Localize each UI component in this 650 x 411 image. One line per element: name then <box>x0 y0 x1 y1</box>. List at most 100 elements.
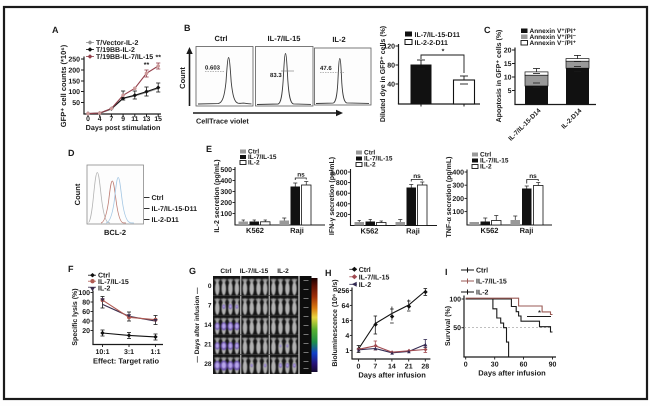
svg-text:10:1: 10:1 <box>95 349 109 356</box>
svg-text:90: 90 <box>549 362 557 369</box>
svg-text:Ctrl: Ctrl <box>359 266 371 274</box>
svg-text:Ctrl: Ctrl <box>152 194 164 202</box>
svg-text:E: E <box>206 144 212 154</box>
svg-text:120: 120 <box>383 44 395 51</box>
svg-text:Annexin V⁻/PI⁺: Annexin V⁻/PI⁺ <box>530 40 577 47</box>
svg-text:28: 28 <box>204 361 212 368</box>
svg-text:11: 11 <box>131 116 138 123</box>
svg-text:47.6: 47.6 <box>320 65 332 72</box>
svg-text:IL-2: IL-2 <box>277 268 289 275</box>
svg-text:K562: K562 <box>481 226 499 235</box>
svg-text:100: 100 <box>452 209 464 216</box>
svg-text:IL-7/IL-15: IL-7/IL-15 <box>364 156 393 163</box>
svg-text:30: 30 <box>491 362 499 369</box>
svg-text:60: 60 <box>520 362 528 369</box>
svg-text:G: G <box>189 266 196 276</box>
svg-text:Survival (%): Survival (%) <box>444 306 452 346</box>
svg-text:40: 40 <box>82 319 90 326</box>
svg-text:**: ** <box>144 62 150 69</box>
svg-text:**: ** <box>155 55 161 62</box>
svg-text:IL-2: IL-2 <box>359 282 372 289</box>
svg-text:15: 15 <box>154 116 162 123</box>
svg-text:7: 7 <box>373 364 377 371</box>
svg-text:Ctrl: Ctrl <box>480 152 491 159</box>
svg-text:IL-7/IL-15: IL-7/IL-15 <box>248 154 277 161</box>
svg-text:21: 21 <box>405 364 413 371</box>
svg-text:400: 400 <box>336 201 348 208</box>
svg-text:T/19BB-IL-2: T/19BB-IL-2 <box>96 46 135 54</box>
svg-text:GFP⁺ cell counts (*10⁶): GFP⁺ cell counts (*10⁶) <box>59 44 68 127</box>
svg-text:T/19BB-IL-7/IL-15: T/19BB-IL-7/IL-15 <box>96 53 153 61</box>
svg-text:Count: Count <box>178 67 187 89</box>
svg-text:B: B <box>184 23 191 33</box>
svg-text:600: 600 <box>336 191 348 198</box>
svg-text:IL-7/IL-15: IL-7/IL-15 <box>476 278 507 286</box>
svg-text:K562: K562 <box>246 226 264 235</box>
svg-text:Ctrl: Ctrl <box>215 34 228 43</box>
svg-text:21: 21 <box>204 342 212 349</box>
svg-text:Specific lysis (%): Specific lysis (%) <box>71 288 79 345</box>
svg-text:TNF-α secretion (pg/mL): TNF-α secretion (pg/mL) <box>445 157 453 238</box>
svg-text:5: 5 <box>508 88 512 95</box>
svg-text:IL-7/IL-15: IL-7/IL-15 <box>480 158 509 165</box>
svg-text:64: 64 <box>342 303 350 310</box>
svg-text:Effect: Target ratio: Effect: Target ratio <box>93 357 160 366</box>
svg-text:IL-2-2-D11: IL-2-2-D11 <box>415 40 449 47</box>
svg-text:500: 500 <box>220 167 232 174</box>
svg-text:H: H <box>325 268 332 278</box>
svg-text:16: 16 <box>342 318 350 325</box>
svg-text:IFN-γ secretion (pg/mL): IFN-γ secretion (pg/mL) <box>328 157 336 235</box>
svg-text:1,000: 1,000 <box>330 170 348 177</box>
svg-text:256: 256 <box>338 288 350 295</box>
svg-text:Ctrl: Ctrl <box>220 268 231 275</box>
svg-text:50: 50 <box>453 325 461 332</box>
svg-text:IL-2: IL-2 <box>480 164 492 171</box>
svg-text:ns: ns <box>413 173 421 180</box>
svg-text:28: 28 <box>421 364 429 371</box>
svg-text:Days after infusion: Days after infusion <box>478 369 546 378</box>
svg-text:Ctrl: Ctrl <box>364 150 375 157</box>
svg-text:40: 40 <box>387 82 395 89</box>
svg-text:Diluted dye in GFP⁺ cells (%): Diluted dye in GFP⁺ cells (%) <box>379 26 387 122</box>
svg-text:14: 14 <box>204 322 212 329</box>
svg-text:IL-7/IL-15: IL-7/IL-15 <box>240 268 269 275</box>
svg-text:CellTrace violet: CellTrace violet <box>196 117 249 126</box>
svg-text:200: 200 <box>68 68 80 75</box>
svg-text:Ctrl: Ctrl <box>98 272 110 280</box>
svg-text:0: 0 <box>86 116 90 123</box>
svg-text:200: 200 <box>336 212 348 219</box>
svg-text:20: 20 <box>504 48 512 55</box>
svg-text:A: A <box>52 25 59 35</box>
svg-text:9: 9 <box>121 116 125 123</box>
svg-text:Annexin V⁺/PI⁻: Annexin V⁺/PI⁻ <box>530 34 577 41</box>
svg-text:50: 50 <box>72 100 80 107</box>
svg-text:Raji: Raji <box>520 226 534 235</box>
svg-text:Ctrl: Ctrl <box>476 267 488 275</box>
svg-text:BCL-2: BCL-2 <box>104 228 126 237</box>
svg-text:300: 300 <box>220 189 232 196</box>
svg-text:80: 80 <box>82 300 90 307</box>
svg-text:Raji: Raji <box>290 226 304 235</box>
svg-text:100: 100 <box>449 297 461 304</box>
svg-text:0: 0 <box>357 364 361 371</box>
svg-text:ns: ns <box>529 173 537 180</box>
svg-text:83.3: 83.3 <box>270 72 282 79</box>
svg-text:100: 100 <box>68 89 80 96</box>
svg-text:Apoptosis in GFP⁺ cells (%): Apoptosis in GFP⁺ cells (%) <box>495 30 503 123</box>
svg-text:200: 200 <box>220 200 232 207</box>
svg-text:Bioluminescence (10⁶ p/s): Bioluminescence (10⁶ p/s) <box>331 279 339 366</box>
svg-text:Count: Count <box>73 183 82 205</box>
svg-text:Days post stimulation: Days post stimulation <box>86 123 161 132</box>
svg-text:13: 13 <box>143 116 151 123</box>
svg-text:10: 10 <box>504 75 512 82</box>
svg-text:Raji: Raji <box>406 227 420 236</box>
svg-text:400: 400 <box>452 170 464 177</box>
svg-text:I: I <box>445 267 448 277</box>
svg-text:T/Vector-IL-2: T/Vector-IL-2 <box>96 39 139 47</box>
svg-text:20: 20 <box>82 328 90 335</box>
svg-text:IL-7/IL-15: IL-7/IL-15 <box>359 273 390 281</box>
svg-text:— Days after infusion —: — Days after infusion — <box>194 287 201 363</box>
svg-text:IL-2: IL-2 <box>364 162 376 169</box>
svg-text:0.603: 0.603 <box>205 65 221 72</box>
svg-text:0: 0 <box>208 283 212 290</box>
